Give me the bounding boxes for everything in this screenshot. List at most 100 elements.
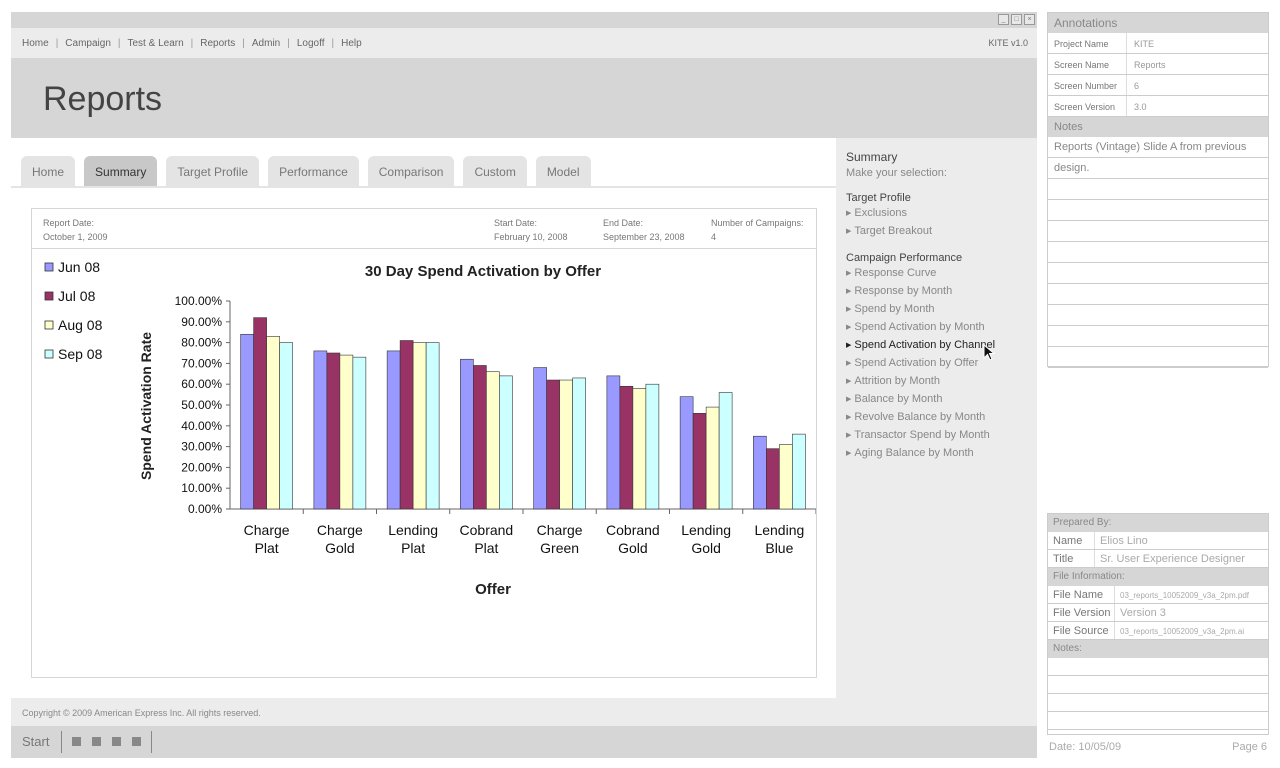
report-link-response-by-month[interactable]: ▶ Response by Month: [846, 285, 952, 297]
report-link-revolve-balance-by-month[interactable]: ▶ Revolve Balance by Month: [846, 411, 985, 423]
file-name-key: File Name: [1053, 589, 1104, 601]
file-info-header: File Information:: [1048, 568, 1268, 586]
x-tick-label: Charge: [537, 522, 583, 538]
nav-link-test-learn[interactable]: Test & Learn: [127, 38, 184, 49]
bar: [313, 350, 328, 510]
page-date: Date: 10/05/09: [1049, 741, 1122, 753]
nav-link-help[interactable]: Help: [341, 38, 362, 49]
bar: [339, 354, 354, 510]
notes-line: [1048, 263, 1268, 284]
tab-custom[interactable]: Custom: [463, 156, 527, 186]
nav-link-home[interactable]: Home: [22, 38, 49, 49]
legend-swatch: [44, 262, 54, 272]
start-button[interactable]: Start: [22, 734, 50, 749]
report-link-response-curve[interactable]: ▶ Response Curve: [846, 267, 936, 279]
bar: [718, 392, 733, 510]
nav-separator: |: [331, 38, 335, 49]
annotation-key: Screen Version: [1054, 102, 1116, 112]
bar: [766, 448, 780, 510]
bar: [399, 340, 414, 510]
bar: [559, 379, 573, 510]
y-tick-label: 50.00%: [181, 398, 222, 412]
x-tick-label: Gold: [618, 540, 648, 556]
report-link-attrition-by-month[interactable]: ▶ Attrition by Month: [846, 375, 940, 387]
notes-line: [1048, 284, 1268, 305]
triangle-right-icon: ▶: [846, 378, 852, 385]
report-link-label: Aging Balance by Month: [854, 447, 974, 459]
triangle-right-icon: ▶: [846, 414, 852, 421]
bar: [425, 342, 440, 510]
bar: [266, 336, 280, 510]
bar: [679, 396, 694, 510]
annotation-value: 6: [1134, 81, 1140, 91]
mouse-cursor-icon: [983, 344, 996, 361]
page-title: Reports: [43, 80, 163, 118]
top-navigation: Home | Campaign | Test & Learn | Reports | Admin…: [11, 28, 1037, 58]
taskbar-app-icon[interactable]: [112, 737, 121, 746]
notes-line: [1048, 137, 1268, 158]
notes-text: Reports (Vintage) Slide A from previous …: [1054, 141, 1247, 174]
triangle-right-icon: ▶: [846, 324, 852, 331]
notes-line: [1048, 305, 1268, 326]
x-tick-label: Green: [540, 540, 579, 556]
x-tick-label: Charge: [244, 522, 290, 538]
report-link-exclusions[interactable]: ▶ Exclusions: [846, 207, 907, 219]
report-date-value: October 1, 2009: [43, 232, 108, 242]
notes-line: [1048, 347, 1268, 368]
x-tick-label: Charge: [317, 522, 363, 538]
end-date-label: End Date:: [603, 218, 644, 228]
bar: [779, 444, 793, 510]
bar: [572, 377, 586, 510]
maximize-button[interactable]: □: [1011, 14, 1022, 25]
bar: [645, 383, 660, 510]
report-link-label: Spend by Month: [854, 303, 935, 315]
tab-comparison[interactable]: Comparison: [367, 156, 455, 186]
bar: [753, 435, 767, 510]
nav-link-campaign[interactable]: Campaign: [65, 38, 111, 49]
file-version-row: File Version Version 3: [1048, 604, 1268, 622]
page-header: Reports: [11, 58, 1037, 138]
report-link-target-breakout[interactable]: ▶ Target Breakout: [846, 225, 932, 237]
annotation-row: Screen Version 3.0: [1048, 96, 1268, 117]
report-link-spend-by-month[interactable]: ▶ Spend by Month: [846, 303, 935, 315]
x-tick-label: Plat: [255, 540, 279, 556]
main-content: Home Summary Target Profile Performance Comp…: [11, 138, 836, 698]
taskbar-divider: [61, 731, 62, 753]
tab-model[interactable]: Model: [535, 156, 591, 186]
report-link-spend-activation-by-offer[interactable]: ▶ Spend Activation by Offer: [846, 357, 978, 369]
legend-label: Jun 08: [58, 259, 100, 275]
bar: [326, 352, 341, 510]
report-link-transactor-spend-by-month[interactable]: ▶ Transactor Spend by Month: [846, 429, 990, 441]
y-tick-label: 70.00%: [181, 356, 222, 370]
report-link-label: Spend Activation by Month: [854, 321, 985, 333]
bar: [606, 375, 621, 510]
tab-home[interactable]: Home: [21, 156, 76, 186]
report-link-aging-balance-by-month[interactable]: ▶ Aging Balance by Month: [846, 447, 974, 459]
nav-link-logoff[interactable]: Logoff: [296, 38, 325, 49]
nav-link-reports[interactable]: Reports: [200, 38, 236, 49]
annotation-key: Project Name: [1054, 39, 1109, 49]
taskbar-app-icon[interactable]: [92, 737, 101, 746]
bar-chart: 30 Day Spend Activation by Offer 0.00% 10.…: [44, 259, 817, 598]
tab-summary[interactable]: Summary: [84, 156, 158, 186]
bar: [352, 356, 367, 510]
report-link-balance-by-month[interactable]: ▶ Balance by Month: [846, 393, 942, 405]
tab-performance[interactable]: Performance: [268, 156, 359, 186]
nav-link-admin[interactable]: Admin: [251, 38, 281, 49]
report-link-spend-activation-by-channel[interactable]: ▶ Spend Activation by Channel: [846, 339, 995, 351]
minimize-button[interactable]: _: [998, 14, 1009, 25]
y-tick-label: 80.00%: [181, 336, 222, 350]
tab-target-profile[interactable]: Target Profile: [166, 156, 260, 186]
page-number: Page 6: [1232, 741, 1267, 753]
annotation-key: Screen Number: [1054, 81, 1118, 91]
taskbar-app-icon[interactable]: [72, 737, 81, 746]
file-name-row: File Name 03_reports_10052009_v3a_2pm.pd…: [1048, 586, 1268, 604]
report-link-label: Exclusions: [854, 207, 907, 219]
x-tick-label: Blue: [765, 540, 793, 556]
report-link-spend-activation-by-month[interactable]: ▶ Spend Activation by Month: [846, 321, 985, 333]
bar: [533, 367, 547, 510]
taskbar-app-icon[interactable]: [132, 737, 141, 746]
x-tick-label: Lending: [754, 522, 804, 538]
bar: [546, 379, 560, 510]
close-button[interactable]: ×: [1024, 14, 1035, 25]
